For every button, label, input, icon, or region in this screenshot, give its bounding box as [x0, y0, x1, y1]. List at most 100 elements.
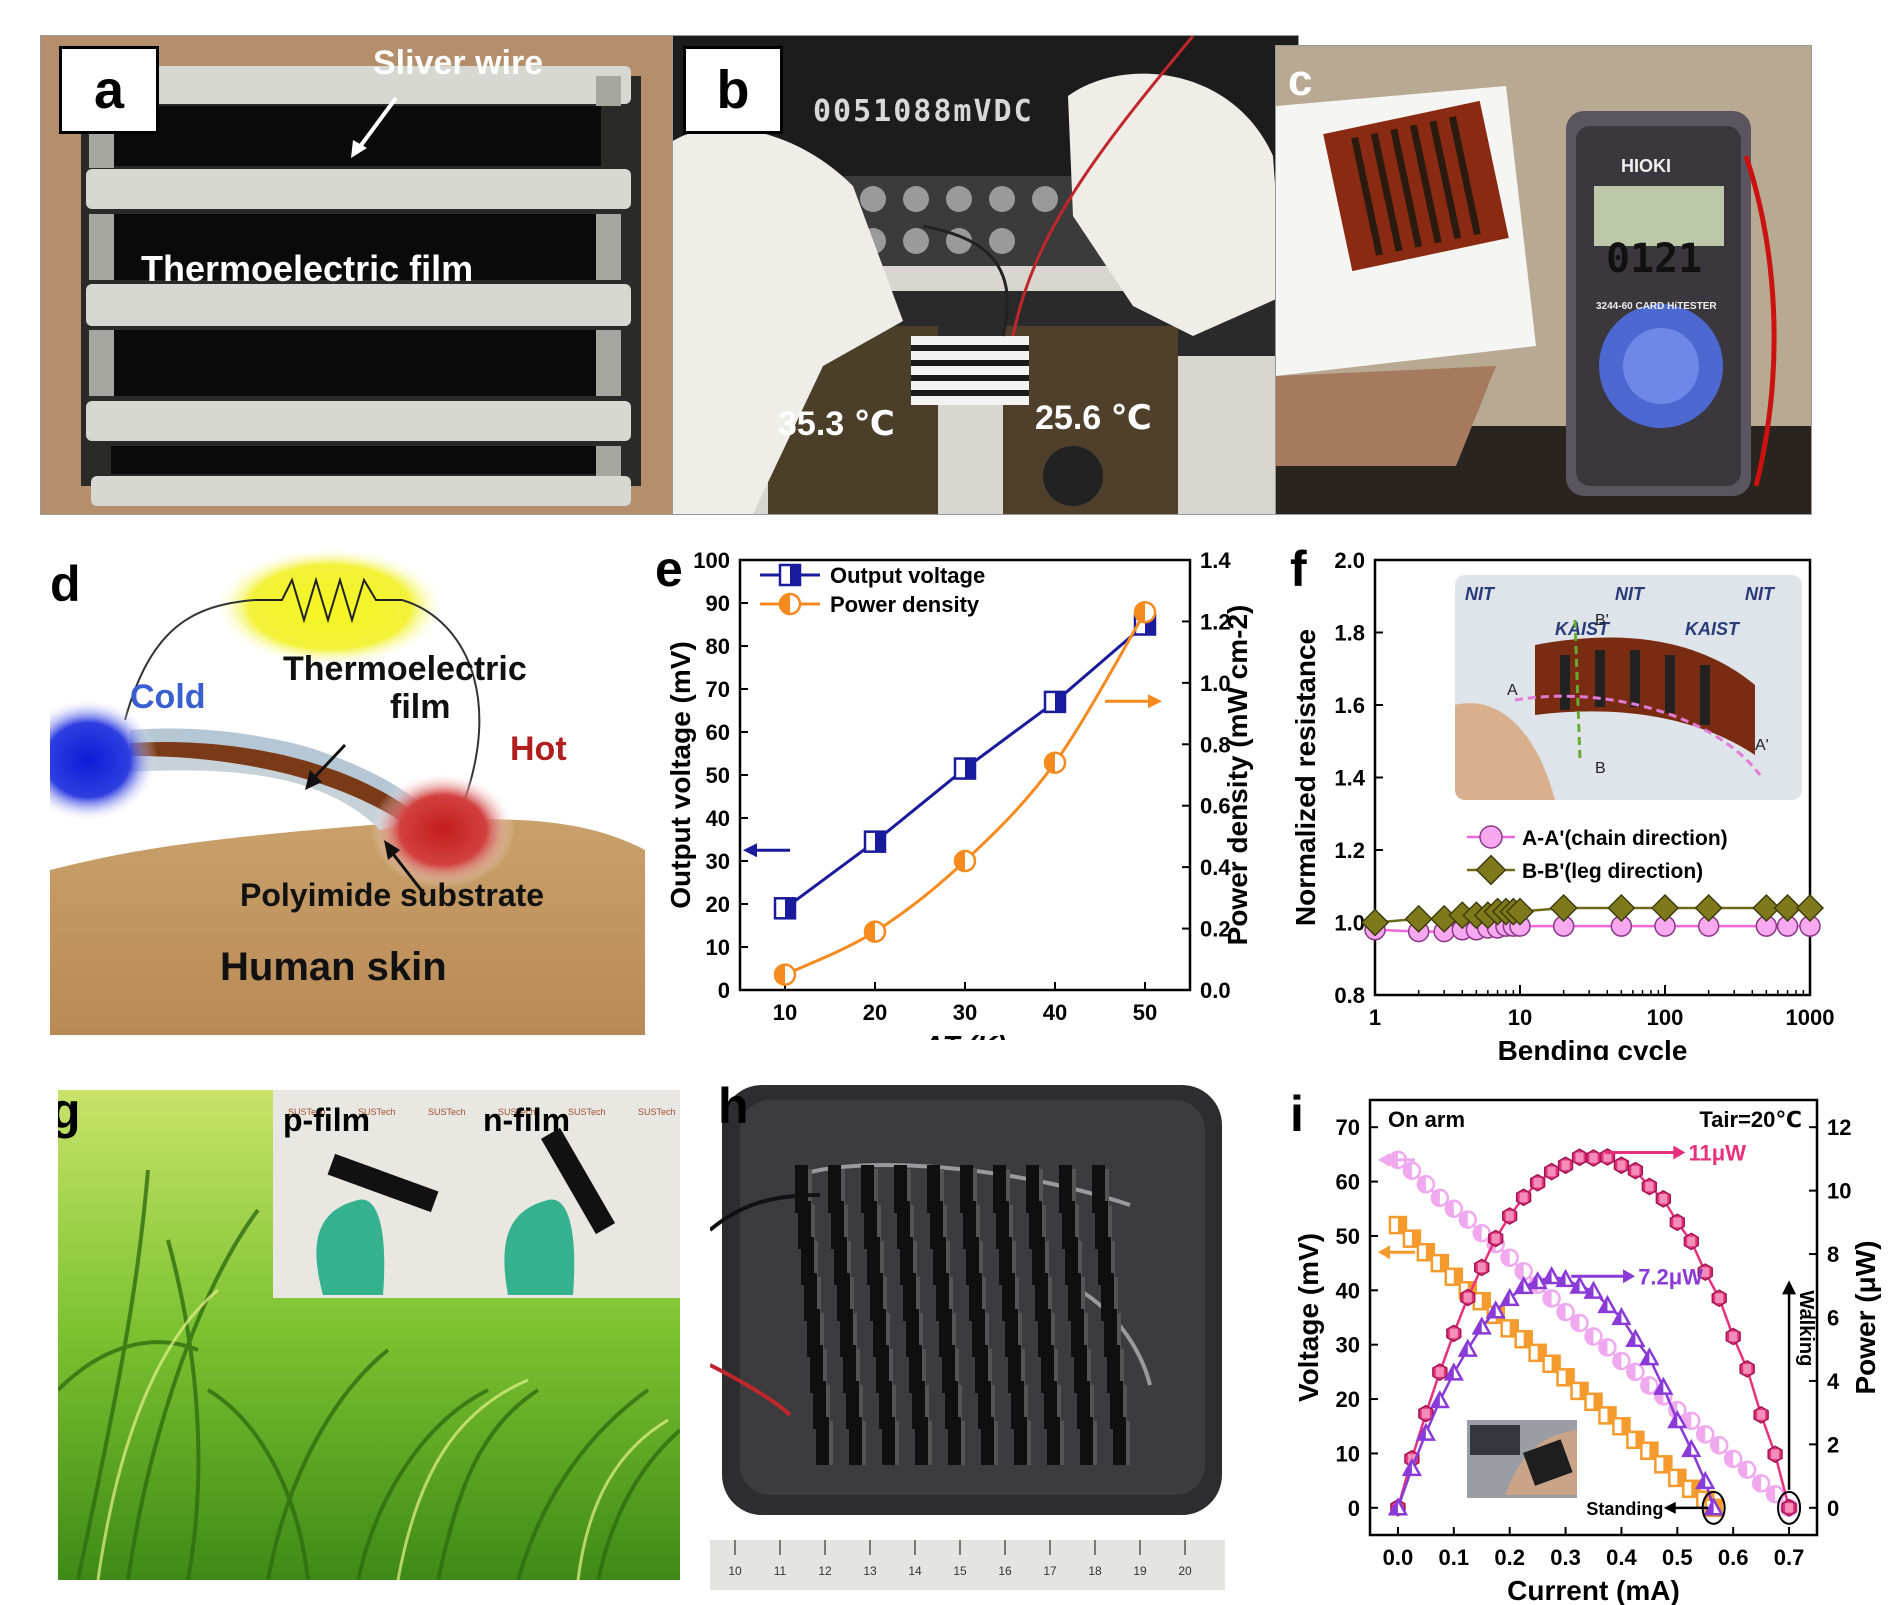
leg-side-2: [841, 1169, 845, 1213]
ruler-tick-label-0: 10: [728, 1564, 742, 1578]
e-xtick-label-3: 40: [1043, 1000, 1067, 1025]
leg-side-27: [1012, 1241, 1016, 1285]
chart-e-plot: 0 10 20 30 40 50 60 70 80 90 100 0.0 0.2 0.4 0.6 0.8 1.0…: [665, 548, 1253, 1040]
leg-side-15: [943, 1205, 947, 1249]
i-point-3-21: [1681, 1438, 1702, 1458]
i-xtick-label-4: 0.4: [1606, 1545, 1637, 1570]
leg-array: [795, 1165, 1130, 1465]
leg-side-71: [829, 1421, 833, 1465]
i-y2tick-label-6: 12: [1827, 1115, 1851, 1140]
e-xtick-label-4: 50: [1133, 1000, 1157, 1025]
i-point-0-24: [1723, 1449, 1743, 1469]
leg-side-53: [889, 1349, 893, 1393]
leg-side-73: [895, 1421, 899, 1465]
i-arrowhead-standing-voltage: [1378, 1245, 1390, 1260]
i-arrowhead-walking-voltage: [1378, 1152, 1390, 1167]
leg-side-55: [955, 1349, 959, 1393]
f-point-1-10: [1549, 893, 1578, 923]
f-point-1-16: [1795, 893, 1825, 923]
leg-side-70: [1123, 1385, 1127, 1429]
i-y2tick-label-4: 8: [1827, 1242, 1839, 1267]
leg-side-78: [1060, 1421, 1064, 1465]
leg-side-46: [985, 1313, 989, 1357]
i-xtick-label-0: 0.0: [1383, 1545, 1414, 1570]
i-point-3-11: [1541, 1266, 1562, 1285]
f-point-1-0: [1360, 908, 1390, 937]
leg-side-22: [847, 1241, 851, 1285]
panel-h-photo: 10 11 12 13 14 15 16 17 18 19 20: [710, 1085, 1225, 1590]
leg-side-13: [877, 1205, 881, 1249]
e-ytick-label-5: 50: [706, 763, 730, 788]
polyimide-substrate: [130, 741, 435, 842]
i-xtick-label-3: 0.3: [1550, 1545, 1581, 1570]
panel-c: c HIOKI 0121 3244-60 CARD HiTESTER: [1275, 45, 1812, 515]
wire-arrow-head: [351, 140, 367, 158]
e-point-1-0: [773, 963, 797, 986]
e-legend-label-0: Output voltage: [830, 563, 985, 588]
e-point-1-2: [953, 849, 977, 873]
f-xlabel: Bending cycle: [1498, 1035, 1688, 1060]
leg-side-44: [919, 1313, 923, 1357]
i-point-2-26: [1753, 1406, 1769, 1424]
e-y2tick-label-6: 1.2: [1200, 609, 1231, 634]
e-xtick-label-1: 20: [863, 1000, 887, 1025]
leg-side-14: [910, 1205, 914, 1249]
chart-i: 0 10 20 30 40 50 60 70 0 2 4 6 8 10 12 0.0 0.1 0.2 0.3 0.4 0…: [1293, 1098, 1881, 1605]
e-y2tick-label-5: 1.0: [1200, 671, 1231, 696]
i-point-1-0: [1388, 1215, 1408, 1235]
i-point-0-23: [1709, 1436, 1729, 1455]
leg-side-19: [1075, 1205, 1079, 1249]
g-brand-3: SUSTech: [428, 1107, 466, 1117]
i-y2tick-label-0: 0: [1827, 1496, 1839, 1521]
i-y2tick-label-1: 2: [1827, 1432, 1839, 1457]
meter-display: 0051088mVDC: [813, 94, 1034, 129]
i-xtick-label-7: 0.7: [1774, 1545, 1805, 1570]
leg-side-41: [820, 1313, 824, 1357]
i-point-1-18: [1640, 1441, 1659, 1460]
leg-side-68: [1057, 1385, 1061, 1429]
e-ytick-label-10: 100: [693, 548, 730, 573]
ruler-tick-label-8: 18: [1088, 1564, 1102, 1578]
f-xtick-label-1: 10: [1508, 1005, 1532, 1030]
leg-side-39: [1081, 1277, 1085, 1321]
e-y2tick-label-7: 1.4: [1200, 548, 1231, 573]
e-ytick-label-9: 90: [706, 591, 730, 616]
leg-side-58: [1054, 1349, 1058, 1393]
i-point-0-25: [1737, 1460, 1757, 1479]
e-point-1-1: [863, 920, 887, 943]
i-point-2-8: [1502, 1207, 1518, 1225]
e-ytick-label-4: 40: [706, 806, 730, 831]
inset-label-A-prime: A': [1755, 737, 1769, 754]
panel-a-photo: [41, 36, 676, 514]
leg-side-32: [850, 1277, 854, 1321]
leg-side-3: [874, 1169, 878, 1213]
i-point-3-20: [1667, 1410, 1688, 1429]
leg-side-37: [1015, 1277, 1019, 1321]
i-y2tick-label-3: 6: [1827, 1306, 1839, 1331]
panel-c-label: c: [1288, 56, 1313, 105]
inset-brand-4: KAIST: [1555, 619, 1611, 639]
leg-side-25: [946, 1241, 950, 1285]
i-walking-ellipse: [1777, 1490, 1802, 1525]
f-xtick-label-2: 100: [1647, 1005, 1684, 1030]
i-point-2-5: [1460, 1288, 1476, 1307]
leg-side-23: [880, 1241, 884, 1285]
leg-side-52: [856, 1349, 860, 1393]
f-legend-label-1: B-B'(leg direction): [1522, 860, 1703, 883]
leg-side-69: [1090, 1385, 1094, 1429]
f-point-1-13: [1694, 893, 1723, 923]
i-ytick-label-4: 40: [1336, 1278, 1360, 1303]
i-point-2-12: [1557, 1156, 1574, 1175]
i-point-0-26: [1751, 1474, 1771, 1493]
i-point-2-14: [1585, 1149, 1602, 1167]
i-peak-label-walking: 11μW: [1688, 1141, 1746, 1166]
i-point-1-2: [1416, 1243, 1436, 1262]
f-xtick-label-0: 1: [1369, 1005, 1381, 1030]
i-peak-label-standing: 7.2μW: [1638, 1264, 1703, 1289]
panel-e-label: e: [655, 541, 683, 597]
p-film-label: p-film: [283, 1102, 371, 1138]
leg-side-67: [1024, 1385, 1028, 1429]
leg-side-51: [823, 1349, 827, 1393]
i-point-3-16: [1611, 1306, 1632, 1326]
f-legend-marker-0: [1479, 825, 1503, 849]
